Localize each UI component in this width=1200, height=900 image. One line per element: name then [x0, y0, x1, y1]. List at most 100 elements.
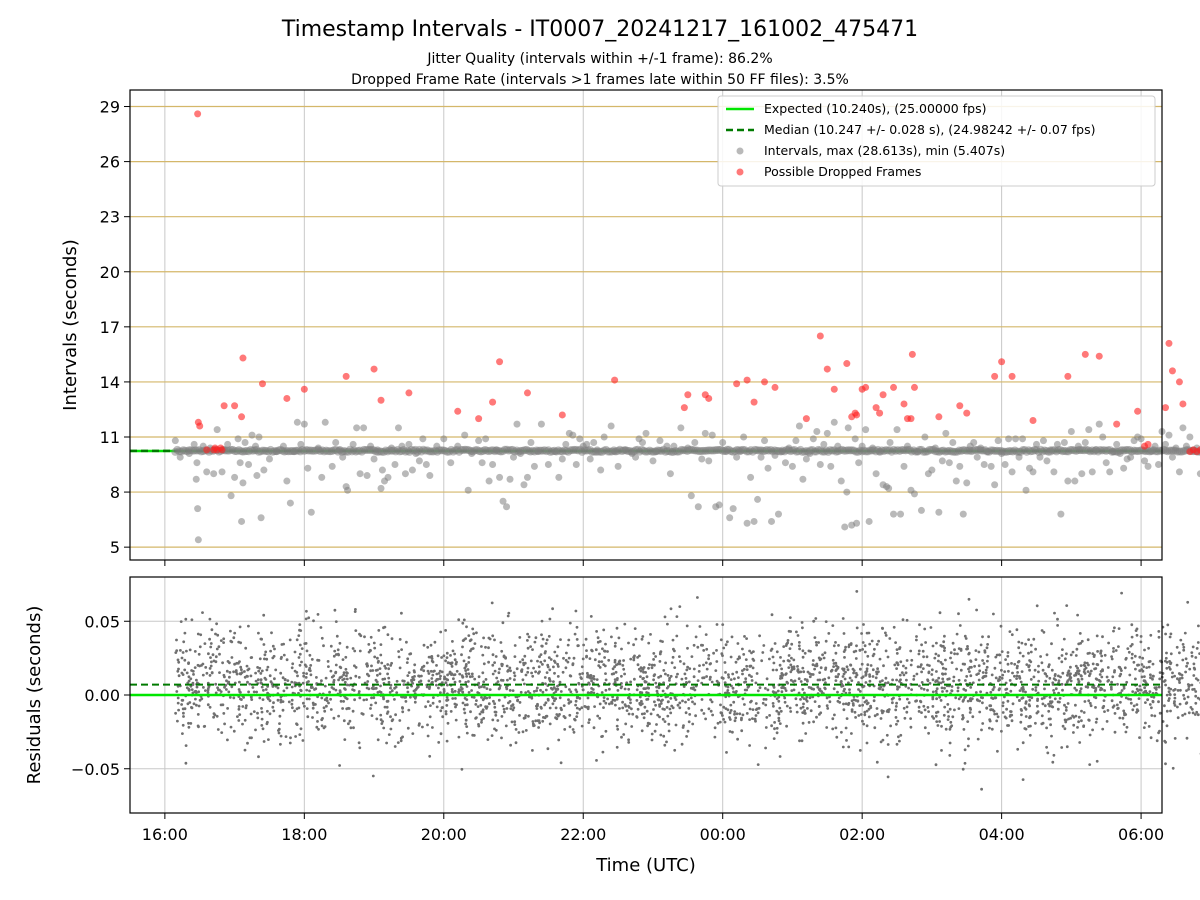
- residual-point: [817, 705, 821, 708]
- residual-point: [606, 650, 609, 653]
- residual-point: [1169, 709, 1172, 713]
- residual-point: [332, 674, 336, 678]
- residual-point: [977, 678, 981, 682]
- residual-point: [315, 711, 319, 714]
- residual-point: [222, 641, 226, 644]
- residual-point: [944, 727, 948, 731]
- residual-point: [1033, 668, 1037, 672]
- residual-point: [729, 678, 733, 681]
- residual-point: [187, 662, 190, 665]
- residual-point: [564, 666, 568, 670]
- interval-point: [224, 440, 232, 448]
- residual-point: [439, 674, 442, 678]
- interval-point: [736, 448, 744, 456]
- residual-point: [532, 666, 535, 670]
- residual-point: [376, 738, 380, 742]
- residual-point: [849, 663, 852, 667]
- residual-point: [638, 695, 642, 699]
- residual-point: [262, 613, 266, 617]
- residual-point: [524, 714, 528, 717]
- residual-point: [404, 700, 408, 703]
- residual-point: [500, 662, 504, 666]
- interval-point: [1015, 453, 1023, 461]
- residual-point: [539, 653, 543, 656]
- residual-point: [322, 726, 326, 730]
- residual-point: [785, 642, 789, 646]
- residual-point: [1184, 702, 1188, 705]
- residual-point: [568, 621, 572, 625]
- residual-point: [985, 665, 989, 669]
- residual-point: [341, 658, 345, 661]
- residual-point: [987, 635, 990, 639]
- interval-point: [1113, 440, 1121, 448]
- residual-point: [633, 627, 637, 630]
- residual-point: [959, 647, 963, 651]
- residual-point: [250, 698, 254, 701]
- residual-point: [543, 659, 547, 663]
- residual-point: [744, 677, 748, 681]
- residual-point: [383, 677, 387, 681]
- residual-point: [378, 667, 382, 670]
- residual-point: [269, 649, 272, 653]
- residual-point: [932, 717, 936, 720]
- residual-point: [353, 610, 357, 613]
- residual-point: [861, 648, 864, 651]
- residual-point: [801, 649, 805, 653]
- residual-point: [950, 661, 954, 664]
- residual-point: [622, 667, 626, 671]
- residual-point: [627, 696, 630, 700]
- residual-point: [1168, 660, 1171, 663]
- residual-point: [654, 655, 657, 658]
- residual-point: [568, 688, 571, 691]
- residual-point: [855, 590, 859, 593]
- residual-point: [935, 720, 939, 723]
- interval-point: [959, 510, 967, 518]
- residual-point: [493, 705, 497, 709]
- residual-point: [665, 740, 668, 744]
- residual-point: [258, 657, 262, 661]
- residual-point: [341, 707, 344, 710]
- interval-point: [917, 506, 925, 514]
- residual-point: [1149, 673, 1152, 677]
- residual-point: [1103, 710, 1106, 713]
- residual-point: [530, 671, 533, 675]
- residual-point: [627, 687, 631, 691]
- residual-point: [807, 649, 811, 653]
- residual-point: [642, 670, 645, 674]
- residual-point: [709, 698, 712, 702]
- dropped-frame-point: [750, 398, 758, 406]
- residual-point: [801, 688, 805, 691]
- interval-point: [698, 455, 706, 463]
- interval-point: [328, 462, 336, 470]
- residual-point: [692, 675, 696, 679]
- residual-point: [939, 661, 943, 664]
- residual-point: [180, 703, 184, 706]
- interval-point: [1116, 450, 1124, 458]
- y-tick-label: 20: [100, 263, 120, 282]
- residual-point: [1163, 739, 1167, 743]
- residual-point: [360, 712, 364, 715]
- residual-point: [209, 642, 213, 645]
- y-tick-label: 29: [100, 98, 120, 117]
- residual-point: [574, 699, 578, 703]
- residual-point: [553, 699, 556, 703]
- residual-point: [1113, 669, 1116, 672]
- residual-point: [272, 709, 276, 713]
- residual-point: [343, 738, 347, 741]
- residual-point: [239, 641, 243, 645]
- residual-point: [894, 716, 898, 719]
- residual-point: [990, 727, 994, 731]
- residual-point: [480, 696, 483, 699]
- residual-point: [643, 705, 647, 709]
- residual-point: [597, 664, 601, 667]
- residual-point: [993, 666, 997, 670]
- residual-point: [419, 668, 423, 671]
- residual-point: [798, 641, 801, 644]
- residual-point: [537, 665, 541, 669]
- residual-point: [738, 712, 742, 716]
- residual-point: [704, 717, 707, 721]
- residual-point: [457, 735, 461, 739]
- residual-point: [764, 703, 768, 707]
- residual-point: [741, 713, 745, 717]
- interval-point: [238, 517, 246, 525]
